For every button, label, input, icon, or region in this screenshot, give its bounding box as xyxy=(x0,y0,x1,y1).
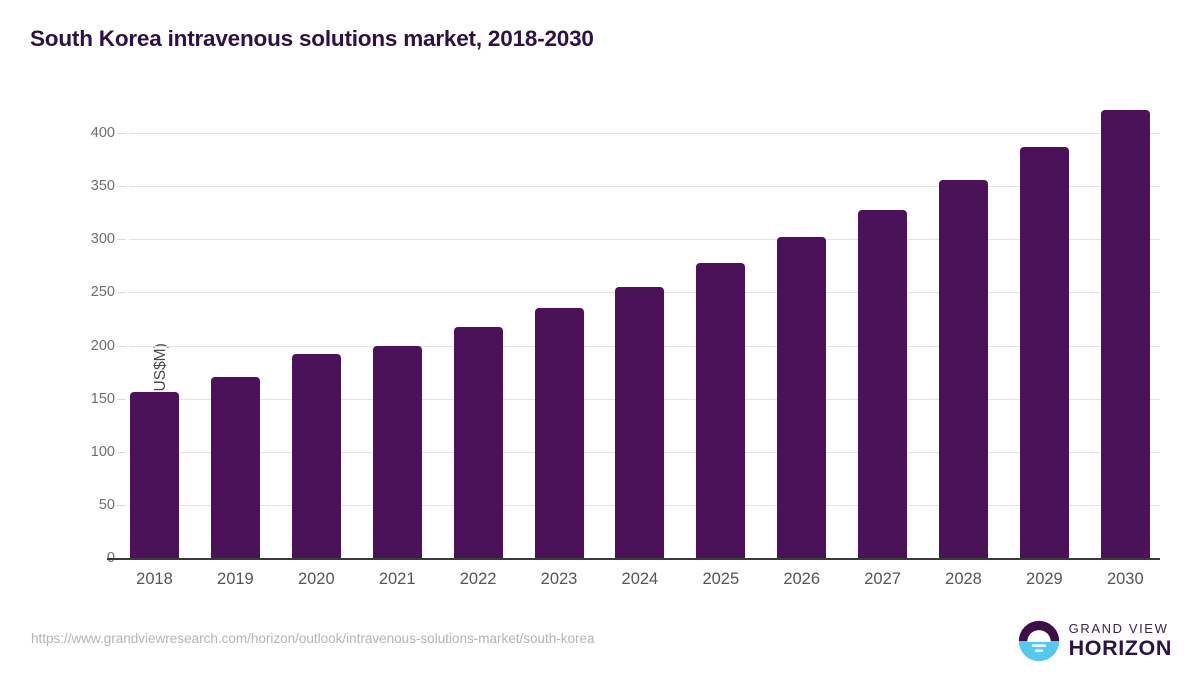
bar-2025[interactable] xyxy=(696,262,746,558)
y-axis-tick xyxy=(117,239,126,241)
logo-wordmark: GRAND VIEW HORIZON xyxy=(1069,622,1172,660)
bar-2023[interactable] xyxy=(534,308,584,558)
bar-2027[interactable] xyxy=(858,209,908,558)
logo-text-line1: GRAND VIEW xyxy=(1068,621,1169,637)
x-axis-tick-labels: 2018 2019 2020 2021 2022 2023 2024 2025 2026 2027… xyxy=(129,570,1160,598)
bar-2022[interactable] xyxy=(453,327,503,558)
bar-2020[interactable] xyxy=(291,354,341,558)
bar-2019[interactable] xyxy=(210,377,260,558)
y-axis-tick-label: 100 xyxy=(90,443,115,460)
x-axis-tick-label-2021: 2021 xyxy=(378,570,416,588)
y-axis-tick xyxy=(117,398,126,400)
y-axis-tick xyxy=(117,504,126,506)
x-axis-tick-label-2026: 2026 xyxy=(783,570,821,588)
y-axis-tick-label: 50 xyxy=(98,496,115,513)
gridline xyxy=(129,186,1160,188)
y-axis-tick-label: 150 xyxy=(90,390,115,407)
bar-2026[interactable] xyxy=(777,237,827,558)
x-axis-tick-label-2020: 2020 xyxy=(297,570,335,588)
bar-2024[interactable] xyxy=(615,287,665,558)
x-axis-tick-label-2027: 2027 xyxy=(864,570,901,588)
gridline xyxy=(129,239,1160,241)
y-axis-tick xyxy=(117,186,126,188)
x-axis-tick-label-2018: 2018 xyxy=(136,570,173,588)
x-axis-tick-label-2028: 2028 xyxy=(945,570,982,588)
horizon-circle-icon xyxy=(1018,620,1059,662)
y-axis-tick xyxy=(117,133,126,134)
y-axis-tick-label: 400 xyxy=(90,125,115,141)
bar-2030[interactable] xyxy=(1100,109,1150,558)
x-axis-line xyxy=(107,558,1160,560)
y-axis-tick xyxy=(117,345,126,347)
y-axis-tick-label: 250 xyxy=(90,284,115,301)
page-title: South Korea intravenous solutions market… xyxy=(30,26,594,51)
bar-2028[interactable] xyxy=(939,179,988,558)
bar-2018[interactable] xyxy=(130,392,179,558)
y-axis-tick xyxy=(117,451,126,453)
x-axis-tick-label-2019: 2019 xyxy=(217,570,254,588)
source-url[interactable]: https://www.grandviewresearch.com/horizo… xyxy=(31,631,595,646)
y-axis-tick-label: 200 xyxy=(90,337,115,354)
gridline xyxy=(129,133,1160,134)
x-axis-tick-label-2022: 2022 xyxy=(459,570,497,588)
x-axis-tick-label-2023: 2023 xyxy=(540,570,578,588)
x-axis-tick-label-2025: 2025 xyxy=(702,570,740,588)
bar-2021[interactable] xyxy=(372,345,422,558)
bar-2029[interactable] xyxy=(1019,146,1069,558)
y-axis-tick-label: 350 xyxy=(90,178,115,195)
brand-logo[interactable]: GRAND VIEW HORIZON xyxy=(1018,620,1172,662)
x-axis-tick-label-2030: 2030 xyxy=(1106,570,1144,588)
logo-text-line2: HORIZON xyxy=(1068,636,1172,661)
y-axis-tick xyxy=(117,292,126,294)
plot-area: Market Size (US$M) xyxy=(107,100,1160,560)
x-axis-tick-label-2029: 2029 xyxy=(1026,570,1063,588)
y-axis-tick-label: 300 xyxy=(90,231,115,248)
x-axis-tick-label-2024: 2024 xyxy=(621,570,659,588)
